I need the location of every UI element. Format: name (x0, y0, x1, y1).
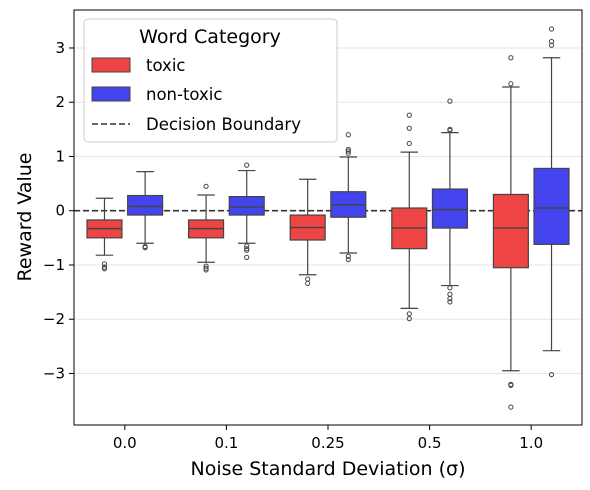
y-tick-label: 3 (55, 39, 65, 57)
outlier-point (406, 140, 412, 147)
box-iqr (228, 196, 265, 216)
legend-label-decision-boundary: Decision Boundary (146, 115, 301, 134)
x-tick-label: 0.25 (311, 434, 344, 452)
outlier-point (447, 126, 453, 132)
legend-title: Word Category (139, 26, 281, 48)
outlier-point (101, 264, 108, 270)
box-non-toxic-0.25 (330, 132, 367, 263)
legend-label-toxic: toxic (146, 56, 185, 75)
outlier-point (406, 112, 412, 118)
outlier-point (203, 265, 209, 271)
box-non-toxic-0.5 (431, 98, 468, 305)
outlier-point (447, 296, 453, 302)
boxes-layer (86, 26, 570, 410)
y-tick-label: −3 (43, 364, 65, 382)
outlier-point (345, 256, 351, 263)
outlier-point (244, 246, 250, 252)
box-non-toxic-0.0 (127, 171, 164, 251)
outlier-point (101, 261, 108, 267)
outlier-point (447, 98, 453, 104)
outlier-point (244, 162, 250, 168)
legend-swatch-non-toxic (91, 86, 131, 102)
axis-ticks: −3 −2 −1 0 1 2 3 0.0 0.1 0.25 0.5 1.0 (43, 39, 543, 452)
x-axis-label: Noise Standard Deviation (σ) (190, 458, 465, 480)
y-tick-label: 2 (55, 93, 65, 111)
outlier-point (305, 280, 311, 287)
outlier-point (447, 299, 453, 305)
legend-label-non-toxic: non-toxic (146, 85, 222, 104)
box-toxic-0.1 (188, 183, 225, 273)
outlier-point (345, 132, 351, 138)
outlier-point (548, 26, 555, 32)
box-iqr (431, 188, 468, 229)
outlier-point (345, 146, 351, 153)
x-tick-label: 0.5 (418, 434, 442, 452)
y-tick-label: 0 (55, 202, 65, 220)
outlier-point (203, 183, 209, 189)
outlier-point (508, 382, 514, 388)
box-iqr (492, 193, 529, 269)
box-non-toxic-0.1 (228, 162, 265, 260)
outlier-point (548, 38, 555, 45)
y-tick-label: 1 (55, 147, 65, 165)
outlier-point (508, 404, 514, 410)
outlier-point (345, 148, 351, 154)
legend: Word Category toxic non-toxic Decision B… (83, 18, 338, 143)
outlier-point (244, 254, 250, 260)
x-tick-label: 0.0 (113, 434, 137, 452)
x-tick-label: 0.1 (214, 434, 238, 452)
outlier-point (406, 311, 412, 317)
box-toxic-0.5 (391, 112, 428, 322)
legend-swatch-toxic (91, 57, 131, 73)
outlier-point (447, 285, 453, 291)
outlier-point (508, 81, 514, 87)
outlier-point (203, 267, 209, 273)
box-iqr (127, 194, 164, 216)
box-toxic-1.0 (492, 55, 529, 410)
x-tick-label: 1.0 (519, 434, 543, 452)
outlier-point (406, 316, 412, 322)
y-axis-label: Reward Value (14, 153, 36, 282)
outlier-point (244, 247, 250, 253)
legend-frame (83, 18, 338, 143)
y-tick-label: −2 (43, 310, 65, 328)
outlier-point (406, 125, 412, 131)
y-tick-label: −1 (43, 256, 65, 274)
outlier-point (142, 245, 148, 251)
outlier-point (508, 55, 514, 61)
outlier-point (345, 253, 351, 259)
box-toxic-0.25 (289, 178, 326, 287)
box-iqr (533, 167, 570, 245)
outlier-point (101, 266, 108, 272)
box-non-toxic-1.0 (533, 26, 570, 378)
outlier-point (548, 371, 555, 378)
box-toxic-0.0 (86, 197, 123, 272)
